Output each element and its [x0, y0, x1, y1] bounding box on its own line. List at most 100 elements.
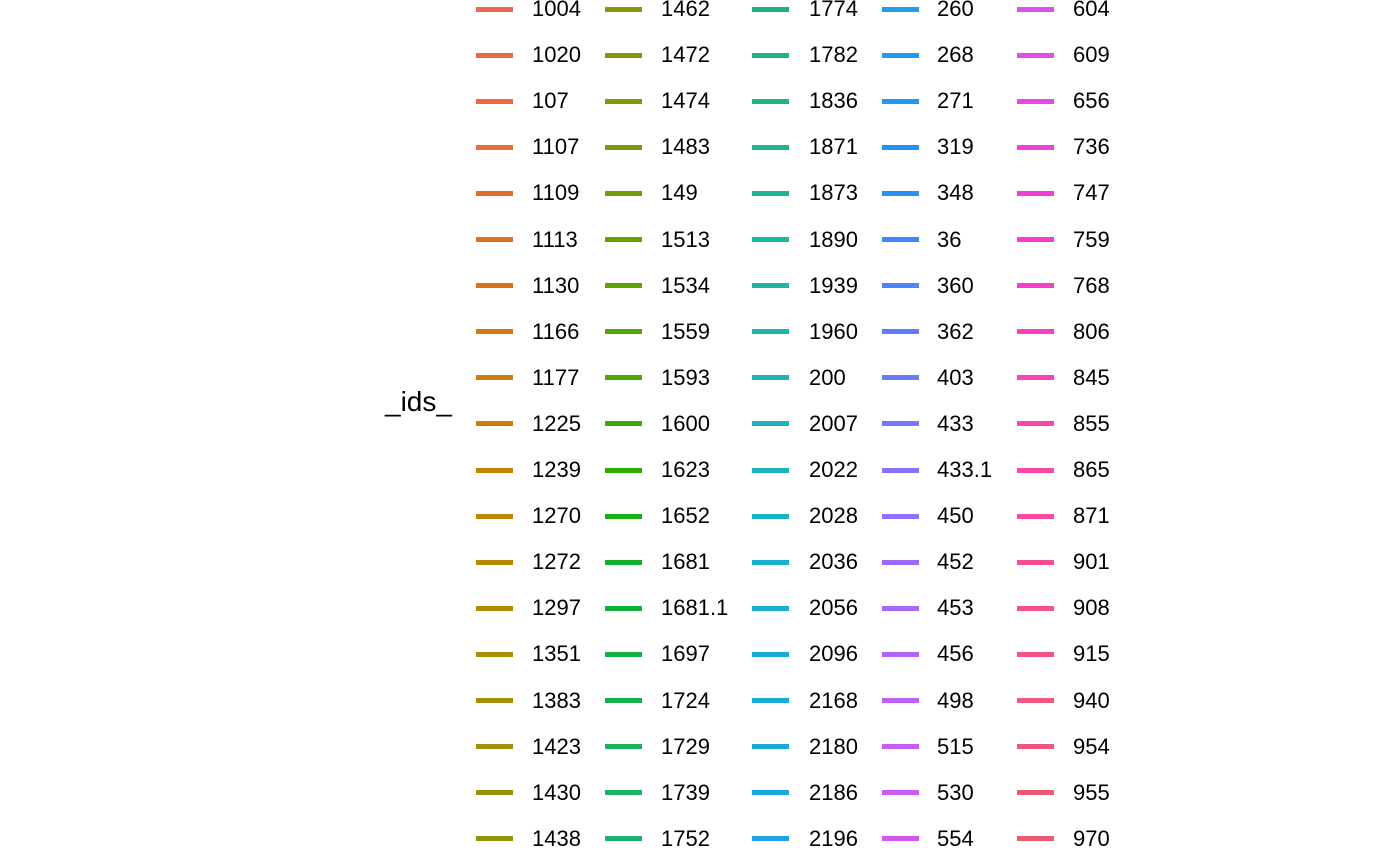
legend-key: [752, 790, 789, 796]
legend-label: 954: [1073, 733, 1110, 759]
legend-key: [605, 144, 642, 150]
legend-key: [882, 559, 919, 565]
legend-key: [605, 513, 642, 519]
legend-label: 855: [1073, 410, 1110, 436]
legend-key: [1017, 467, 1054, 473]
legend-key: [752, 190, 789, 196]
legend-key: [476, 329, 513, 335]
legend-label: 515: [937, 733, 974, 759]
legend-key: [752, 467, 789, 473]
legend-key: [752, 559, 789, 565]
legend-label: 865: [1073, 457, 1110, 482]
legend-key: [476, 98, 513, 104]
legend-key: [605, 375, 642, 381]
legend-key: [882, 237, 919, 242]
legend-key: [1017, 144, 1054, 150]
legend-label: 1270: [532, 503, 581, 529]
legend-label: 604: [1073, 0, 1110, 21]
legend-label: 2096: [809, 641, 858, 667]
legend-key: [882, 190, 919, 196]
legend-key: [476, 237, 513, 242]
legend-label: 433: [937, 410, 974, 436]
legend-key: [476, 52, 513, 58]
legend-label: 940: [1073, 687, 1110, 713]
legend-label: 450: [937, 503, 974, 529]
legend-key: [882, 421, 919, 427]
legend-label: 452: [937, 549, 974, 575]
legend-label: 1474: [661, 88, 710, 114]
legend-key: [882, 283, 919, 289]
legend-key: [476, 283, 513, 289]
legend-label: 2007: [809, 410, 858, 436]
legend-label: 759: [1073, 226, 1110, 252]
legend-key: [476, 375, 513, 381]
legend-key: [752, 698, 789, 703]
legend-key: [605, 559, 642, 565]
legend-label: 768: [1073, 272, 1110, 298]
legend-label: 1177: [532, 364, 580, 390]
legend-label: 1423: [532, 733, 581, 759]
legend-key: [605, 744, 642, 750]
legend-label: 806: [1073, 318, 1110, 344]
legend-label: 1739: [661, 779, 710, 805]
legend-label: 1166: [532, 318, 580, 344]
legend-label: 2196: [809, 825, 858, 851]
legend-label: 1534: [661, 272, 710, 298]
legend-key: [1017, 283, 1054, 289]
legend-label: 1483: [661, 134, 710, 160]
legend-label: 319: [937, 134, 974, 160]
legend-key: [882, 651, 919, 657]
legend-key: [882, 329, 919, 335]
legend-label: 498: [937, 687, 974, 713]
legend-label: 2168: [809, 687, 858, 713]
legend-key: [1017, 6, 1054, 12]
legend-key: [752, 836, 789, 842]
legend-key: [882, 6, 919, 12]
legend-label: 456: [937, 641, 974, 667]
legend-key: [476, 513, 513, 519]
legend-label: 1600: [661, 410, 710, 436]
legend-label: 1939: [809, 272, 858, 298]
legend-label: 1004: [532, 0, 581, 21]
legend-label: 1109: [532, 180, 580, 206]
legend-key: [882, 513, 919, 519]
legend-key: [476, 698, 513, 703]
legend-label: 1836: [809, 88, 858, 114]
legend-key: [1017, 790, 1054, 796]
legend-key: [752, 144, 789, 150]
legend-label: 656: [1073, 88, 1110, 114]
legend-label: 1383: [532, 687, 581, 713]
legend-label: 200: [809, 364, 846, 390]
legend-key: [476, 190, 513, 196]
legend-key: [476, 467, 513, 473]
legend-label: 1438: [532, 825, 581, 851]
legend-key: [882, 375, 919, 381]
legend-key: [882, 790, 919, 796]
legend-label: 1107: [532, 134, 580, 160]
legend-key: [605, 651, 642, 657]
legend-label: 1297: [532, 595, 581, 621]
legend-key: [1017, 559, 1054, 565]
legend-label: 736: [1073, 134, 1110, 160]
legend-label: 1559: [661, 318, 710, 344]
legend-key: [1017, 513, 1054, 519]
legend-key: [476, 559, 513, 565]
legend-key: [882, 52, 919, 58]
legend-key: [605, 6, 642, 12]
legend-label: 1960: [809, 318, 858, 344]
legend-label: 845: [1073, 364, 1110, 390]
legend-key: [605, 790, 642, 796]
legend-label: 915: [1073, 641, 1110, 667]
legend-key: [752, 237, 789, 242]
legend-key: [605, 836, 642, 842]
legend-key: [752, 605, 789, 611]
legend-label: 36: [937, 226, 962, 252]
legend-key: [882, 744, 919, 750]
legend-key: [1017, 52, 1054, 58]
legend-label: 268: [937, 42, 974, 68]
legend-key: [1017, 98, 1054, 104]
legend-key: [476, 651, 513, 657]
legend-key: [882, 98, 919, 104]
legend-label: 1871: [809, 134, 858, 160]
